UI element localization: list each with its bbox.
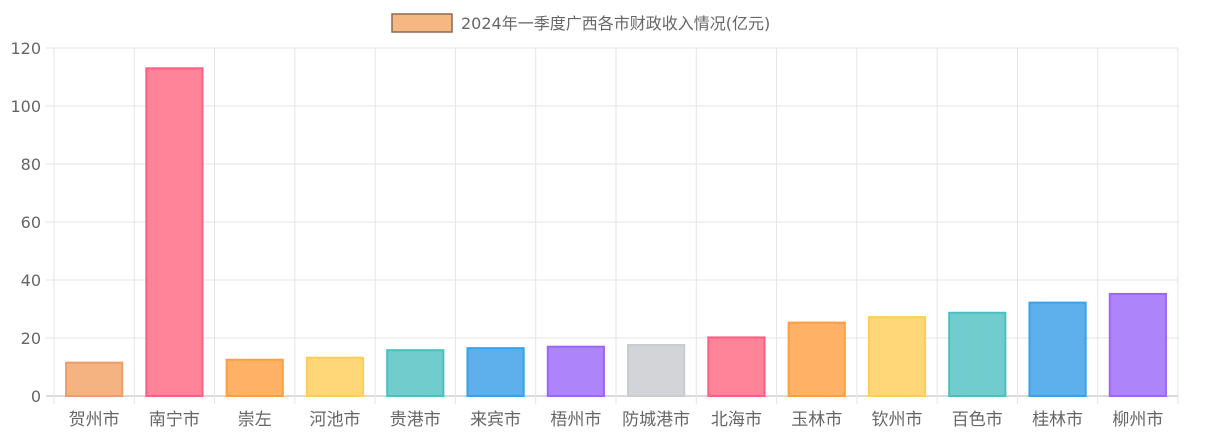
x-tick-label: 北海市 xyxy=(711,410,762,430)
legend[interactable]: 2024年一季度广西各市财政收入情况(亿元) xyxy=(391,13,770,33)
y-tick-label: 60 xyxy=(21,213,41,232)
x-tick-label: 钦州市 xyxy=(872,410,923,430)
x-axis-ticks: 贺州市 南宁市 崇左 河池市 贵港市 来宾市 梧州市 防城港市 北海市 玉林市 钦州市 百色市 桂林市 柳… xyxy=(69,410,1164,430)
bar[interactable] xyxy=(305,356,365,397)
bar[interactable] xyxy=(1028,301,1087,397)
x-tick-label: 玉林市 xyxy=(791,410,842,430)
bars xyxy=(65,67,1167,398)
bar[interactable] xyxy=(787,321,846,398)
grid xyxy=(46,47,1179,404)
y-tick-label: 0 xyxy=(31,387,41,406)
y-axis-ticks: 0 20 40 60 80 100 120 xyxy=(10,39,41,406)
bar[interactable] xyxy=(627,343,686,397)
bar[interactable] xyxy=(546,345,605,398)
bar[interactable] xyxy=(225,358,284,397)
bar[interactable] xyxy=(1108,292,1167,398)
x-tick-label: 柳州市 xyxy=(1112,410,1163,430)
bar[interactable] xyxy=(867,316,927,397)
x-tick-label: 来宾市 xyxy=(470,410,521,430)
x-tick-label: 梧州市 xyxy=(550,410,601,430)
y-tick-label: 100 xyxy=(10,97,41,116)
y-tick-label: 20 xyxy=(21,329,41,348)
bar[interactable] xyxy=(707,336,766,398)
bar[interactable] xyxy=(386,349,445,397)
bar[interactable] xyxy=(65,361,124,397)
x-tick-label: 河池市 xyxy=(310,410,361,430)
legend-swatch[interactable] xyxy=(391,13,453,33)
x-tick-label: 崇左 xyxy=(238,410,272,430)
x-tick-label: 贵港市 xyxy=(390,410,441,430)
x-tick-label: 南宁市 xyxy=(149,410,200,430)
bar[interactable] xyxy=(466,347,525,397)
bar[interactable] xyxy=(948,311,1007,397)
x-tick-label: 桂林市 xyxy=(1032,410,1083,430)
y-tick-label: 120 xyxy=(10,39,41,58)
bar[interactable] xyxy=(145,67,204,398)
y-tick-label: 40 xyxy=(21,271,41,290)
legend-label[interactable]: 2024年一季度广西各市财政收入情况(亿元) xyxy=(461,14,770,33)
y-tick-label: 80 xyxy=(21,155,41,174)
x-tick-label: 贺州市 xyxy=(69,410,120,430)
x-tick-label: 百色市 xyxy=(952,410,1003,430)
x-tick-label: 防城港市 xyxy=(622,410,690,430)
